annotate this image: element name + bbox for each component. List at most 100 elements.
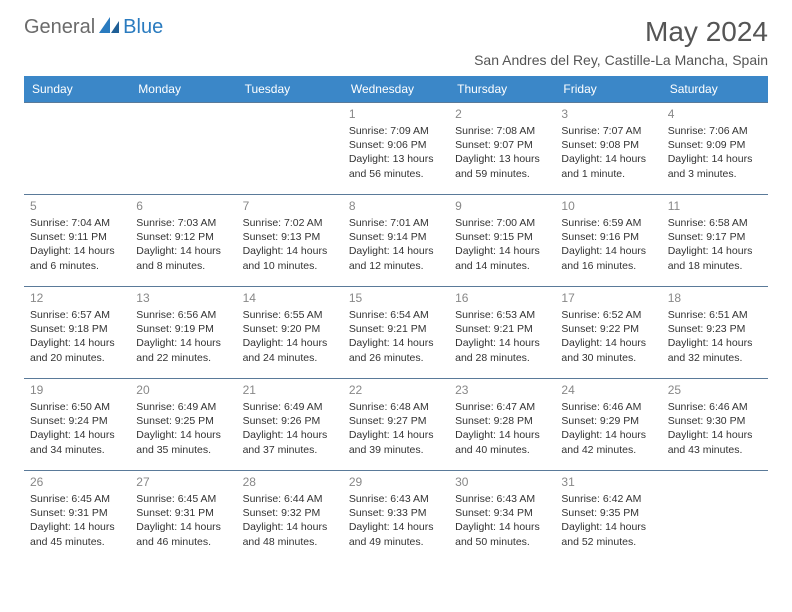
calendar-day-cell: 28 Sunrise: 6:44 AMSunset: 9:32 PMDayligh… (237, 471, 343, 563)
day-info: Sunrise: 6:45 AMSunset: 9:31 PMDaylight:… (30, 492, 124, 549)
day-info: Sunrise: 6:51 AMSunset: 9:23 PMDaylight:… (668, 308, 762, 365)
calendar-body: 1Sunrise: 7:09 AMSunset: 9:06 PMDaylight… (24, 103, 768, 563)
day-info: Sunrise: 6:57 AMSunset: 9:18 PMDaylight:… (30, 308, 124, 365)
calendar-day-cell: 20 Sunrise: 6:49 AMSunset: 9:25 PMDayligh… (130, 379, 236, 471)
day-number: 21 (243, 383, 337, 397)
day-info: Sunrise: 6:43 AMSunset: 9:33 PMDaylight:… (349, 492, 443, 549)
calendar-day-cell: 6 Sunrise: 7:03 AMSunset: 9:12 PMDaylight… (130, 195, 236, 287)
day-number: 26 (30, 475, 124, 489)
logo-sail-icon (99, 17, 121, 38)
weekday-header: Saturday (662, 76, 768, 103)
day-info: Sunrise: 7:04 AMSunset: 9:11 PMDaylight:… (30, 216, 124, 273)
calendar-day-cell: 9 Sunrise: 7:00 AMSunset: 9:15 PMDaylight… (449, 195, 555, 287)
day-info: Sunrise: 6:55 AMSunset: 9:20 PMDaylight:… (243, 308, 337, 365)
calendar-week-row: 1Sunrise: 7:09 AMSunset: 9:06 PMDaylight… (24, 103, 768, 195)
calendar-day-cell: 2 Sunrise: 7:08 AMSunset: 9:07 PMDaylight… (449, 103, 555, 195)
day-number: 19 (30, 383, 124, 397)
calendar-day-cell: 15Sunrise: 6:54 AMSunset: 9:21 PMDayligh… (343, 287, 449, 379)
day-number: 9 (455, 199, 549, 213)
day-number: 29 (349, 475, 443, 489)
calendar-empty-cell (130, 103, 236, 195)
day-info: Sunrise: 7:03 AMSunset: 9:12 PMDaylight:… (136, 216, 230, 273)
day-info: Sunrise: 6:53 AMSunset: 9:21 PMDaylight:… (455, 308, 549, 365)
day-number: 3 (561, 107, 655, 121)
calendar-day-cell: 29 Sunrise: 6:43 AMSunset: 9:33 PMDayligh… (343, 471, 449, 563)
header: General Blue May 2024 San Andres del Rey… (24, 16, 768, 68)
day-info: Sunrise: 6:43 AMSunset: 9:34 PMDaylight:… (455, 492, 549, 549)
day-number: 13 (136, 291, 230, 305)
day-info: Sunrise: 6:49 AMSunset: 9:26 PMDaylight:… (243, 400, 337, 457)
day-info: Sunrise: 7:00 AMSunset: 9:15 PMDaylight:… (455, 216, 549, 273)
calendar-empty-cell (24, 103, 130, 195)
day-info: Sunrise: 6:46 AMSunset: 9:29 PMDaylight:… (561, 400, 655, 457)
logo-text-general: General (24, 16, 95, 39)
day-number: 4 (668, 107, 762, 121)
calendar-day-cell: 23Sunrise: 6:47 AMSunset: 9:28 PMDayligh… (449, 379, 555, 471)
day-number: 28 (243, 475, 337, 489)
page-title: May 2024 (474, 16, 768, 48)
calendar-week-row: 19 Sunrise: 6:50 AMSunset: 9:24 PMDayligh… (24, 379, 768, 471)
day-info: Sunrise: 7:07 AMSunset: 9:08 PMDaylight:… (561, 124, 655, 181)
logo-text-blue: Blue (123, 16, 163, 39)
calendar-header-row: SundayMondayTuesdayWednesdayThursdayFrid… (24, 76, 768, 103)
weekday-header: Wednesday (343, 76, 449, 103)
day-number: 16 (455, 291, 549, 305)
day-number: 11 (668, 199, 762, 213)
day-info: Sunrise: 6:44 AMSunset: 9:32 PMDaylight:… (243, 492, 337, 549)
calendar-day-cell: 26 Sunrise: 6:45 AMSunset: 9:31 PMDayligh… (24, 471, 130, 563)
calendar-day-cell: 13 Sunrise: 6:56 AMSunset: 9:19 PMDayligh… (130, 287, 236, 379)
title-block: May 2024 San Andres del Rey, Castille-La… (474, 16, 768, 68)
calendar-week-row: 12 Sunrise: 6:57 AMSunset: 9:18 PMDayligh… (24, 287, 768, 379)
weekday-header: Sunday (24, 76, 130, 103)
weekday-header: Friday (555, 76, 661, 103)
calendar-day-cell: 1Sunrise: 7:09 AMSunset: 9:06 PMDaylight… (343, 103, 449, 195)
day-info: Sunrise: 6:50 AMSunset: 9:24 PMDaylight:… (30, 400, 124, 457)
day-info: Sunrise: 6:45 AMSunset: 9:31 PMDaylight:… (136, 492, 230, 549)
day-info: Sunrise: 7:08 AMSunset: 9:07 PMDaylight:… (455, 124, 549, 181)
day-info: Sunrise: 6:46 AMSunset: 9:30 PMDaylight:… (668, 400, 762, 457)
calendar-day-cell: 3 Sunrise: 7:07 AMSunset: 9:08 PMDaylight… (555, 103, 661, 195)
day-number: 14 (243, 291, 337, 305)
calendar-day-cell: 16 Sunrise: 6:53 AMSunset: 9:21 PMDayligh… (449, 287, 555, 379)
day-number: 23 (455, 383, 549, 397)
day-number: 15 (349, 291, 443, 305)
calendar-week-row: 5Sunrise: 7:04 AMSunset: 9:11 PMDaylight… (24, 195, 768, 287)
day-number: 25 (668, 383, 762, 397)
day-number: 6 (136, 199, 230, 213)
calendar-day-cell: 10 Sunrise: 6:59 AMSunset: 9:16 PMDayligh… (555, 195, 661, 287)
calendar-day-cell: 18Sunrise: 6:51 AMSunset: 9:23 PMDayligh… (662, 287, 768, 379)
day-info: Sunrise: 6:42 AMSunset: 9:35 PMDaylight:… (561, 492, 655, 549)
day-info: Sunrise: 6:52 AMSunset: 9:22 PMDaylight:… (561, 308, 655, 365)
calendar-day-cell: 5Sunrise: 7:04 AMSunset: 9:11 PMDaylight… (24, 195, 130, 287)
day-info: Sunrise: 7:06 AMSunset: 9:09 PMDaylight:… (668, 124, 762, 181)
calendar-day-cell: 7 Sunrise: 7:02 AMSunset: 9:13 PMDaylight… (237, 195, 343, 287)
day-info: Sunrise: 7:01 AMSunset: 9:14 PMDaylight:… (349, 216, 443, 273)
calendar-day-cell: 21 Sunrise: 6:49 AMSunset: 9:26 PMDayligh… (237, 379, 343, 471)
day-number: 12 (30, 291, 124, 305)
day-number: 30 (455, 475, 549, 489)
calendar-empty-cell (662, 471, 768, 563)
calendar-day-cell: 31Sunrise: 6:42 AMSunset: 9:35 PMDayligh… (555, 471, 661, 563)
calendar-day-cell: 24 Sunrise: 6:46 AMSunset: 9:29 PMDayligh… (555, 379, 661, 471)
day-info: Sunrise: 6:48 AMSunset: 9:27 PMDaylight:… (349, 400, 443, 457)
day-info: Sunrise: 6:59 AMSunset: 9:16 PMDaylight:… (561, 216, 655, 273)
day-info: Sunrise: 6:58 AMSunset: 9:17 PMDaylight:… (668, 216, 762, 273)
day-number: 24 (561, 383, 655, 397)
day-info: Sunrise: 6:56 AMSunset: 9:19 PMDaylight:… (136, 308, 230, 365)
day-number: 2 (455, 107, 549, 121)
day-number: 7 (243, 199, 337, 213)
day-number: 17 (561, 291, 655, 305)
logo: General Blue (24, 16, 163, 39)
calendar-empty-cell (237, 103, 343, 195)
day-info: Sunrise: 6:49 AMSunset: 9:25 PMDaylight:… (136, 400, 230, 457)
day-number: 10 (561, 199, 655, 213)
day-number: 20 (136, 383, 230, 397)
day-info: Sunrise: 7:02 AMSunset: 9:13 PMDaylight:… (243, 216, 337, 273)
calendar-day-cell: 17 Sunrise: 6:52 AMSunset: 9:22 PMDayligh… (555, 287, 661, 379)
day-number: 27 (136, 475, 230, 489)
calendar-week-row: 26 Sunrise: 6:45 AMSunset: 9:31 PMDayligh… (24, 471, 768, 563)
day-number: 22 (349, 383, 443, 397)
weekday-header: Thursday (449, 76, 555, 103)
calendar-day-cell: 14 Sunrise: 6:55 AMSunset: 9:20 PMDayligh… (237, 287, 343, 379)
location-subtitle: San Andres del Rey, Castille-La Mancha, … (474, 52, 768, 68)
